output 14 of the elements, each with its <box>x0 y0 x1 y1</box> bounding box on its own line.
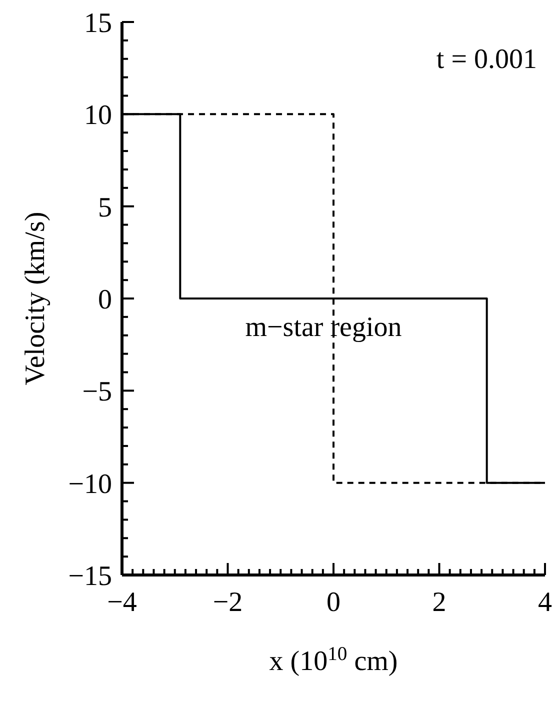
x-tick-label: 2 <box>432 587 446 618</box>
y-tick-label: 10 <box>84 100 112 132</box>
y-tick-label: −5 <box>82 376 112 408</box>
x-tick-label: −2 <box>212 587 243 618</box>
x-tick-label: 4 <box>538 587 552 618</box>
annotation: m−star region <box>245 312 402 344</box>
x-tick-label: 0 <box>326 587 340 618</box>
y-tick-label: 5 <box>98 192 112 224</box>
y-axis-title: Velocity (km/s) <box>20 212 52 386</box>
y-tick-label: −10 <box>68 468 112 500</box>
x-axis-title: x (10$^{10}$ cm) <box>269 644 398 677</box>
annotation: t = 0.001 <box>436 44 537 76</box>
y-tick-label: 0 <box>98 284 112 316</box>
y-tick-label: 15 <box>84 8 112 39</box>
